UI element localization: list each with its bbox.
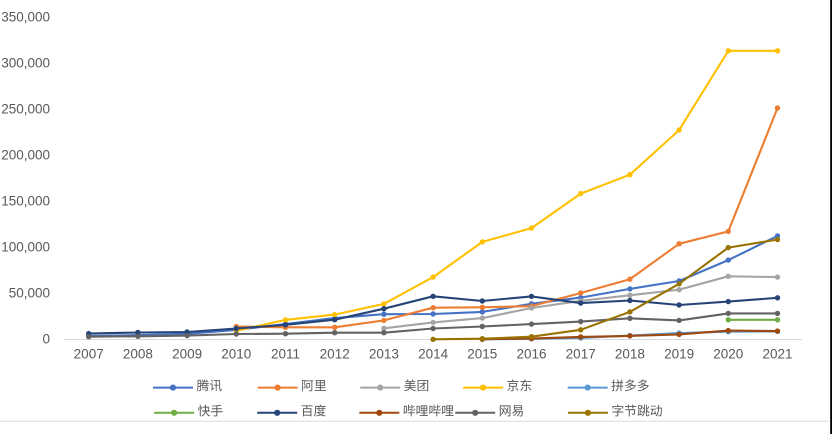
svg-text:2010: 2010 — [221, 347, 251, 362]
svg-text:0: 0 — [42, 332, 50, 347]
svg-text:2013: 2013 — [369, 347, 399, 362]
svg-text:2019: 2019 — [664, 347, 694, 362]
svg-text:2009: 2009 — [172, 347, 202, 362]
svg-text:2011: 2011 — [271, 347, 300, 362]
svg-text:2018: 2018 — [615, 347, 645, 362]
svg-text:2008: 2008 — [123, 347, 153, 362]
svg-text:350,000: 350,000 — [1, 10, 50, 25]
svg-text:200,000: 200,000 — [1, 148, 50, 163]
svg-text:250,000: 250,000 — [1, 102, 50, 117]
svg-text:50,000: 50,000 — [9, 286, 50, 301]
svg-text:2017: 2017 — [566, 347, 596, 362]
svg-text:2012: 2012 — [320, 347, 350, 362]
svg-text:100,000: 100,000 — [1, 240, 50, 255]
svg-text:2014: 2014 — [418, 347, 449, 362]
svg-text:2020: 2020 — [713, 347, 743, 362]
svg-text:2021: 2021 — [762, 347, 792, 362]
svg-text:2007: 2007 — [74, 347, 104, 362]
svg-text:2015: 2015 — [467, 347, 497, 362]
svg-text:300,000: 300,000 — [1, 56, 50, 71]
svg-text:2016: 2016 — [516, 347, 546, 362]
svg-text:150,000: 150,000 — [1, 194, 50, 209]
